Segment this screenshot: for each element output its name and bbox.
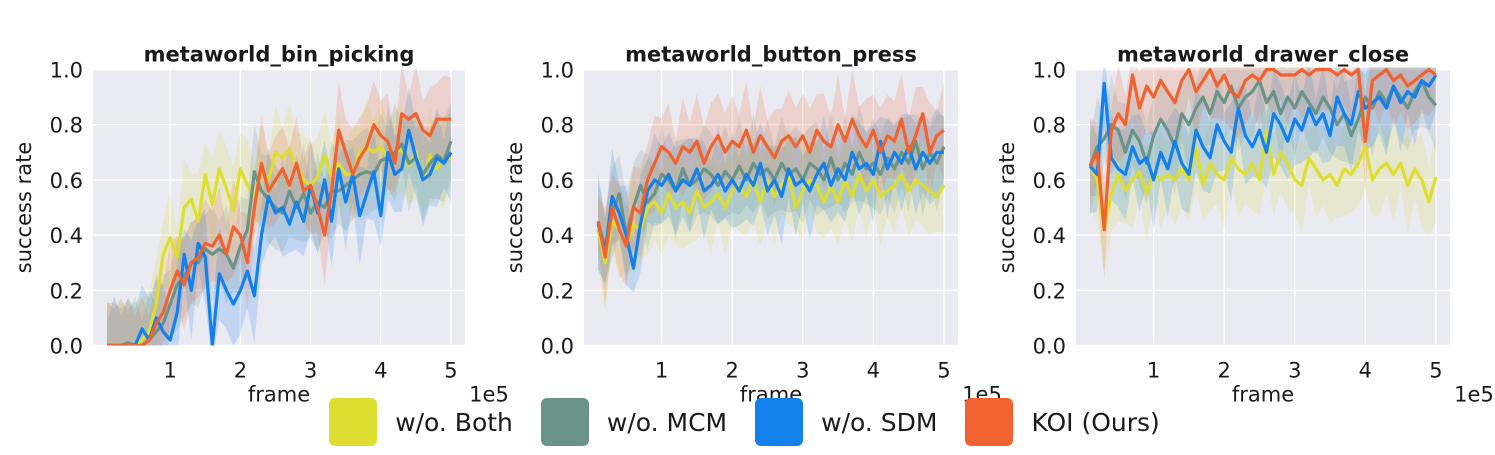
y-tick-label: 0.2	[1033, 279, 1066, 303]
legend-swatch	[329, 398, 378, 446]
subplot-1: 1 2 3 4 5 0.0 0.2 0.4 0.6 0.8 1.0 metaworld_bin_pic…	[12, 43, 509, 407]
x-tick-label: 1	[655, 359, 668, 383]
band-koi	[1090, 67, 1436, 279]
series-layer	[107, 67, 453, 346]
line-koi	[1088, 67, 1437, 232]
y-tick-label: 0.0	[541, 335, 574, 359]
x-tick-label: 5	[937, 359, 950, 383]
subplot-title: metaworld_bin_picking	[144, 43, 415, 67]
x-axis-multiplier: 1e5	[469, 383, 509, 407]
x-tick-label: 1	[164, 359, 177, 383]
line-koi	[107, 112, 451, 346]
legend-label: w/o. MCM	[606, 407, 728, 437]
subplot-2: 1 2 3 4 5 0.0 0.2 0.4 0.6 0.8 1.0 metaworld_button_…	[503, 43, 1002, 407]
x-tick-label: 4	[374, 359, 387, 383]
plot-area	[1076, 69, 1450, 346]
y-tick-label: 0.6	[1033, 169, 1066, 193]
x-tick-label: 1	[1147, 359, 1160, 383]
y-tick-label: 0.0	[1033, 335, 1066, 359]
y-tick-label: 0.2	[50, 279, 83, 303]
x-tick-label: 3	[304, 359, 317, 383]
line-koi	[596, 112, 945, 259]
legend-label: w/o. SDM	[821, 407, 938, 437]
line-sdm	[596, 139, 944, 270]
x-tick-label: 4	[1359, 359, 1372, 383]
y-tick-label: 0.4	[541, 224, 574, 248]
y-tick-label: 0.8	[1033, 114, 1066, 138]
x-tick-label: 5	[444, 359, 457, 383]
legend: w/o. Both w/o. MCM w/o. SDM KOI (Ours)	[0, 392, 1495, 452]
y-tick-label: 0.0	[50, 335, 83, 359]
y-tick-label: 1.0	[1033, 59, 1066, 83]
subplot-3: 1 2 3 4 5 0.0 0.2 0.4 0.6 0.8 1.0 metaworld_drawer_…	[995, 43, 1494, 407]
series-layer	[1088, 67, 1438, 279]
band-both	[1090, 86, 1436, 272]
x-tick-label: 2	[726, 359, 739, 383]
y-tick-label: 0.4	[50, 224, 83, 248]
y-tick-label: 0.6	[541, 169, 574, 193]
y-tick-label: 0.4	[1033, 224, 1066, 248]
subplot-title: metaworld_button_press	[625, 43, 917, 67]
x-tick-label: 2	[1218, 359, 1231, 383]
x-axis-multiplier: 1e5	[1454, 383, 1494, 407]
y-axis-label: success rate	[995, 142, 1019, 273]
x-axis-label: frame	[1232, 383, 1294, 407]
y-tick-label: 1.0	[50, 59, 83, 83]
legend-swatch	[540, 398, 589, 446]
legend-swatch	[755, 398, 804, 446]
y-tick-label: 0.8	[541, 114, 574, 138]
legend-item-koi: KOI (Ours)	[965, 398, 1160, 446]
y-axis-label: success rate	[503, 142, 527, 273]
legend-label: KOI (Ours)	[1031, 407, 1160, 437]
legend-item-both: w/o. Both	[329, 398, 513, 446]
y-axis-label: success rate	[12, 142, 36, 273]
y-tick-label: 0.8	[50, 114, 83, 138]
y-tick-label: 0.2	[541, 279, 574, 303]
x-tick-label: 3	[796, 359, 809, 383]
legend-swatch	[965, 398, 1014, 446]
legend-item-mcm: w/o. MCM	[540, 398, 728, 446]
x-tick-label: 3	[1288, 359, 1301, 383]
line-sdm	[107, 128, 453, 346]
y-tick-label: 1.0	[541, 59, 574, 83]
line-both	[1088, 128, 1438, 232]
x-tick-label: 5	[1429, 359, 1442, 383]
x-tick-label: 2	[234, 359, 247, 383]
x-tick-label: 4	[867, 359, 880, 383]
legend-item-sdm: w/o. SDM	[755, 398, 937, 446]
subplot-title: metaworld_drawer_close	[1117, 43, 1409, 67]
x-axis-label: frame	[248, 383, 310, 407]
legend-label: w/o. Both	[395, 407, 513, 437]
line-sdm	[1088, 74, 1438, 182]
series-layer	[596, 69, 946, 311]
y-tick-label: 0.6	[50, 169, 83, 193]
band-both	[107, 97, 451, 346]
